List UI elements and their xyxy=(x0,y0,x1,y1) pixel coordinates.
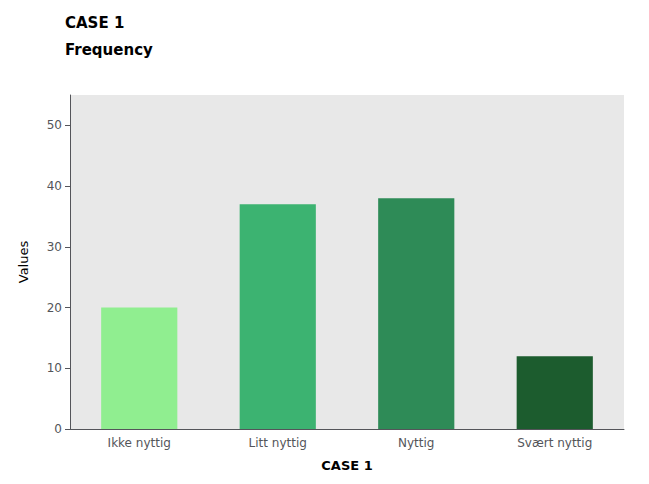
svg-text:20: 20 xyxy=(47,301,62,315)
svg-text:Values: Values xyxy=(16,241,31,284)
svg-text:CASE 1: CASE 1 xyxy=(321,458,372,473)
svg-text:CASE 1: CASE 1 xyxy=(65,14,124,32)
svg-text:30: 30 xyxy=(47,240,62,254)
svg-text:50: 50 xyxy=(47,118,62,132)
svg-text:Ikke nyttig: Ikke nyttig xyxy=(108,436,171,450)
svg-text:10: 10 xyxy=(47,361,62,375)
svg-text:0: 0 xyxy=(54,422,62,436)
svg-text:Nyttig: Nyttig xyxy=(398,436,434,450)
svg-text:Litt nyttig: Litt nyttig xyxy=(249,436,307,450)
svg-text:40: 40 xyxy=(47,179,62,193)
svg-text:Svært nyttig: Svært nyttig xyxy=(517,436,592,450)
svg-text:Frequency: Frequency xyxy=(65,41,153,59)
